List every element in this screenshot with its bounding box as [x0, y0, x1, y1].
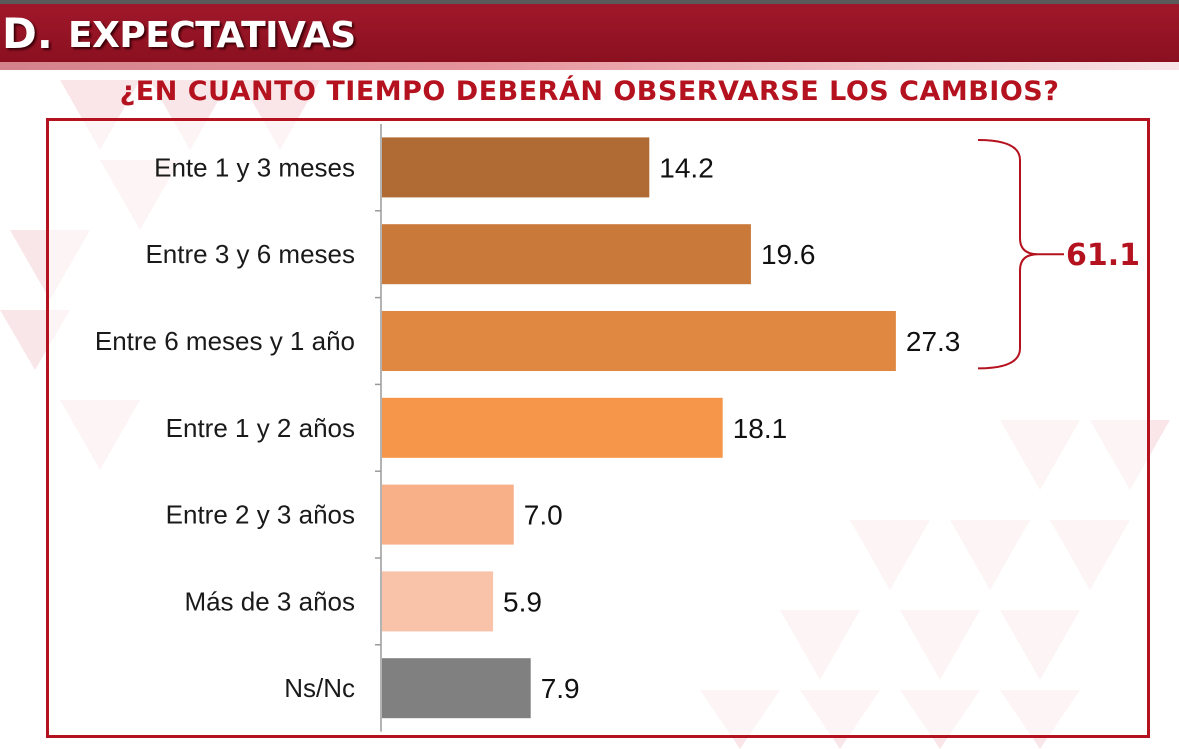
bracket-sum-label: 61.1: [1066, 238, 1140, 273]
data-label: 5.9: [503, 586, 542, 617]
bar-2: [382, 224, 751, 285]
category-label: Entre 3 y 6 meses: [145, 239, 355, 269]
category-label: Ns/Nc: [284, 673, 355, 703]
data-label: 18.1: [733, 413, 788, 444]
category-label: Más de 3 años: [184, 586, 355, 616]
header-accent-strip: [0, 62, 1179, 70]
section-header-band: [0, 4, 1179, 62]
data-label: 19.6: [761, 239, 816, 270]
bar-3: [382, 311, 896, 371]
data-label: 14.2: [659, 152, 714, 183]
bar-4: [382, 397, 723, 458]
bar-6: [382, 571, 494, 632]
bar-7: [382, 658, 531, 719]
category-label: Ente 1 y 3 meses: [154, 152, 355, 182]
chart-question-title: ¿EN CUANTO TIEMPO DEBERÁN OBSERVARSE LOS…: [119, 76, 1060, 107]
bracket-61-1: [977, 139, 1039, 370]
category-label: Entre 1 y 2 años: [166, 413, 355, 443]
top-border-line: [0, 0, 1179, 4]
category-label: Entre 6 meses y 1 año: [95, 326, 355, 356]
data-label: 7.0: [524, 500, 563, 531]
category-label: Entre 2 y 3 años: [166, 500, 355, 530]
bar-1: [382, 137, 650, 198]
section-letter: D.: [2, 9, 53, 58]
section-title: EXPECTATIVAS: [68, 15, 356, 56]
data-label: 27.3: [906, 326, 961, 357]
bar-5: [382, 484, 514, 545]
data-label: 7.9: [541, 673, 580, 704]
